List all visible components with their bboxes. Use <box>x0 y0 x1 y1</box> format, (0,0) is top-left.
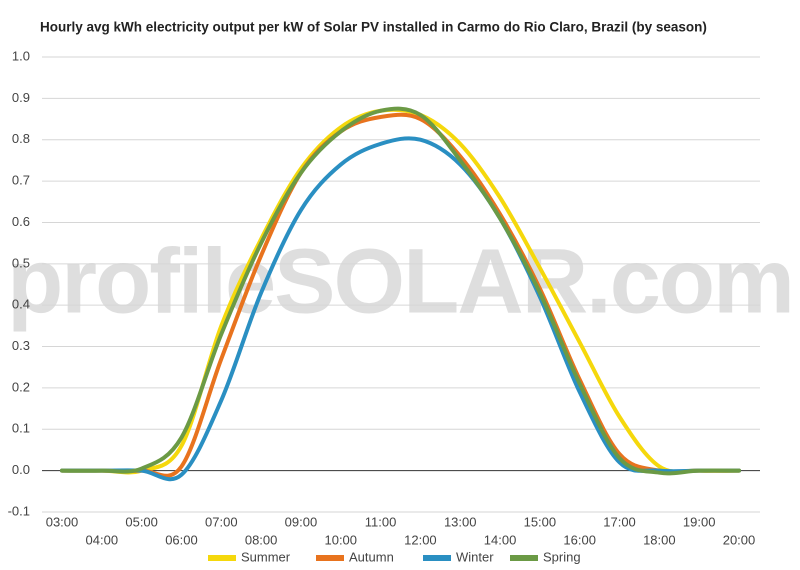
y-tick-label: 0.4 <box>12 297 30 312</box>
x-tick-label: 15:00 <box>524 514 557 529</box>
legend-swatch <box>510 555 538 561</box>
x-tick-label: 16:00 <box>563 532 596 547</box>
watermark: profileSOLAR.com <box>7 230 793 332</box>
y-tick-label: 0.1 <box>12 421 30 436</box>
x-tick-label: 06:00 <box>165 532 198 547</box>
x-tick-label: 04:00 <box>86 532 119 547</box>
y-tick-label: 0.9 <box>12 90 30 105</box>
y-tick-label: -0.1 <box>8 503 30 518</box>
y-tick-label: 0.3 <box>12 338 30 353</box>
series-line <box>60 136 741 482</box>
x-tick-label: 03:00 <box>46 514 79 529</box>
y-tick-label: 0.7 <box>12 173 30 188</box>
x-tick-label: 13:00 <box>444 514 477 529</box>
legend-swatch <box>423 555 451 561</box>
y-tick-label: 0.6 <box>12 214 30 229</box>
legend-label: Spring <box>543 549 581 564</box>
legend-label: Winter <box>456 549 494 564</box>
x-tick-label: 09:00 <box>285 514 318 529</box>
x-tick-label: 12:00 <box>404 532 437 547</box>
x-tick-label: 19:00 <box>683 514 716 529</box>
y-tick-label: 0.0 <box>12 462 30 477</box>
y-tick-label: 0.2 <box>12 379 30 394</box>
x-tick-label: 05:00 <box>125 514 158 529</box>
x-tick-label: 17:00 <box>603 514 636 529</box>
y-tick-label: 0.5 <box>12 255 30 270</box>
x-tick-label: 14:00 <box>484 532 517 547</box>
y-tick-label: 1.0 <box>12 48 30 63</box>
x-tick-label: 07:00 <box>205 514 238 529</box>
x-tick-label: 11:00 <box>365 514 397 529</box>
series-line <box>60 112 741 478</box>
chart-title: Hourly avg kWh electricity output per kW… <box>40 20 707 35</box>
series-line <box>60 106 741 476</box>
legend-swatch <box>208 555 236 561</box>
legend-label: Autumn <box>349 549 394 564</box>
x-tick-label: 18:00 <box>643 532 676 547</box>
legend-label: Summer <box>241 549 291 564</box>
x-tick-label: 10:00 <box>324 532 357 547</box>
y-tick-label: 0.8 <box>12 131 30 146</box>
x-tick-label: 08:00 <box>245 532 278 547</box>
legend-swatch <box>316 555 344 561</box>
x-tick-label: 20:00 <box>723 532 756 547</box>
